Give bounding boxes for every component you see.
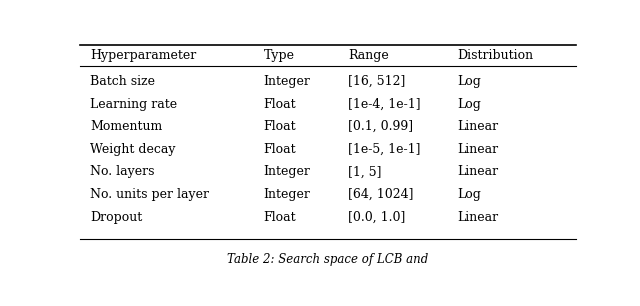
Text: Linear: Linear xyxy=(457,166,498,178)
Text: Table 2: Search space of LCB and: Table 2: Search space of LCB and xyxy=(227,253,429,266)
Text: Batch size: Batch size xyxy=(90,75,155,88)
Text: [1e-4, 1e-1]: [1e-4, 1e-1] xyxy=(348,98,420,110)
Text: Hyperparameter: Hyperparameter xyxy=(90,49,196,62)
Text: [0.0, 1.0]: [0.0, 1.0] xyxy=(348,211,405,224)
Text: [1, 5]: [1, 5] xyxy=(348,166,381,178)
Text: Log: Log xyxy=(457,188,481,201)
Text: Integer: Integer xyxy=(264,166,310,178)
Text: Range: Range xyxy=(348,49,388,62)
Text: Float: Float xyxy=(264,120,296,133)
Text: Float: Float xyxy=(264,143,296,156)
Text: [64, 1024]: [64, 1024] xyxy=(348,188,413,201)
Text: Dropout: Dropout xyxy=(90,211,142,224)
Text: Integer: Integer xyxy=(264,75,310,88)
Text: Float: Float xyxy=(264,211,296,224)
Text: No. units per layer: No. units per layer xyxy=(90,188,209,201)
Text: Learning rate: Learning rate xyxy=(90,98,177,110)
Text: Distribution: Distribution xyxy=(457,49,533,62)
Text: [1e-5, 1e-1]: [1e-5, 1e-1] xyxy=(348,143,420,156)
Text: Linear: Linear xyxy=(457,120,498,133)
Text: Log: Log xyxy=(457,98,481,110)
Text: Linear: Linear xyxy=(457,211,498,224)
Text: Float: Float xyxy=(264,98,296,110)
Text: Momentum: Momentum xyxy=(90,120,162,133)
Text: Type: Type xyxy=(264,49,294,62)
Text: Integer: Integer xyxy=(264,188,310,201)
Text: Log: Log xyxy=(457,75,481,88)
Text: No. layers: No. layers xyxy=(90,166,154,178)
Text: Weight decay: Weight decay xyxy=(90,143,175,156)
Text: [16, 512]: [16, 512] xyxy=(348,75,405,88)
Text: Linear: Linear xyxy=(457,143,498,156)
Text: [0.1, 0.99]: [0.1, 0.99] xyxy=(348,120,413,133)
